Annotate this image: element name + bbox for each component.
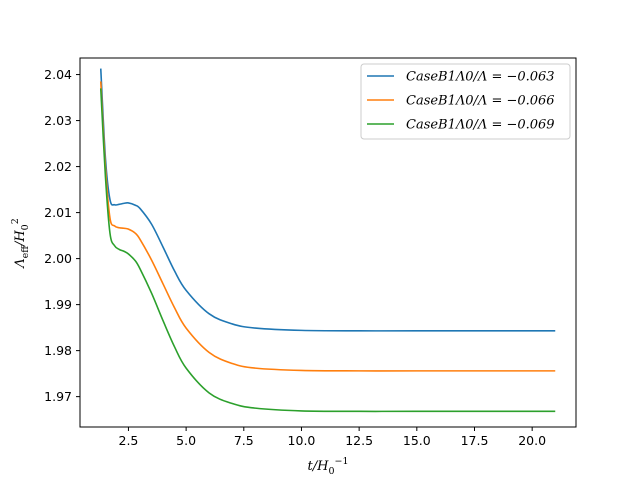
legend-label-2: CaseB1Λ0/Λ = −0.066: [406, 94, 555, 109]
x-tick-label: 20.0: [518, 433, 546, 448]
y-tick-label: 2.01: [44, 205, 72, 220]
legend: CaseB1Λ0/Λ = −0.063 CaseB1Λ0/Λ = −0.066 Ca…: [360, 63, 571, 140]
series-lines: [99, 68, 556, 413]
legend-label-1: CaseB1Λ0/Λ = −0.063: [406, 70, 555, 85]
x-tick-label: 7.5: [234, 433, 254, 448]
series-line-3: [99, 88, 556, 413]
x-tick-label: 12.5: [345, 433, 373, 448]
x-axis-ticks: 2.5 5.0 7.5 10.0 12.5 15.0 17.5 20.0: [119, 427, 546, 448]
x-tick-label: 2.5: [119, 433, 139, 448]
y-axis-ticks: 1.97 1.98 1.99 2.00 2.01 2.02 2.03 2.04: [44, 67, 80, 404]
y-tick-label: 2.00: [44, 251, 72, 266]
y-tick-label: 2.02: [44, 159, 72, 174]
series-line-2: [99, 81, 556, 372]
x-tick-label: 17.5: [461, 433, 489, 448]
y-tick-label: 2.04: [44, 67, 72, 82]
legend-box: [360, 63, 571, 140]
axes-frame: [79, 57, 577, 428]
y-tick-label: 1.98: [44, 343, 72, 358]
legend-label-3: CaseB1Λ0/Λ = −0.069: [406, 118, 555, 133]
series-line-1: [99, 68, 556, 332]
x-tick-label: 15.0: [403, 433, 431, 448]
y-tick-label: 1.97: [44, 389, 72, 404]
x-tick-label: 5.0: [176, 433, 196, 448]
y-tick-label: 2.03: [44, 113, 72, 128]
y-tick-label: 1.99: [44, 297, 72, 312]
x-tick-label: 10.0: [288, 433, 316, 448]
